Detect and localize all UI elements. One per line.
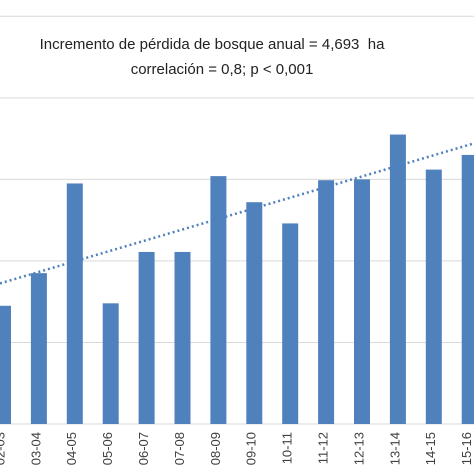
x-tick-label: 05-06 [100, 432, 115, 465]
bar [210, 176, 227, 424]
x-tick-label: 07-08 [172, 432, 187, 465]
bar [138, 251, 155, 424]
bar [102, 303, 119, 424]
x-tick-label: 10-11 [280, 432, 295, 464]
x-tick-label: 11-12 [316, 432, 331, 464]
x-tick-label: 04-05 [64, 432, 79, 465]
bar [389, 134, 406, 425]
x-tick-label: 14-15 [423, 432, 438, 465]
annotation: Incremento de pérdida de bosque anual = … [40, 36, 386, 53]
x-tick-label: 09-10 [244, 432, 259, 465]
x-tick-label: 08-09 [208, 432, 223, 465]
bar [354, 179, 370, 424]
bar [246, 202, 263, 424]
bar [282, 223, 299, 424]
bar [66, 183, 83, 424]
x-tick-label: 15-16 [459, 432, 474, 465]
x-tick-label: 06-07 [136, 432, 151, 465]
x-tick-label: 03-04 [28, 432, 43, 465]
trendline [0, 142, 474, 285]
bar [30, 273, 47, 424]
x-tick-label: 02-03 [0, 432, 7, 465]
bar [461, 154, 474, 424]
bar [425, 169, 442, 424]
bar [318, 180, 335, 424]
bar [174, 251, 191, 424]
x-tick-label: 12-13 [351, 432, 366, 465]
annotation: correlación = 0,8; p < 0,001 [131, 61, 314, 78]
bar [0, 305, 11, 424]
x-tick-label: 13-14 [387, 432, 402, 465]
